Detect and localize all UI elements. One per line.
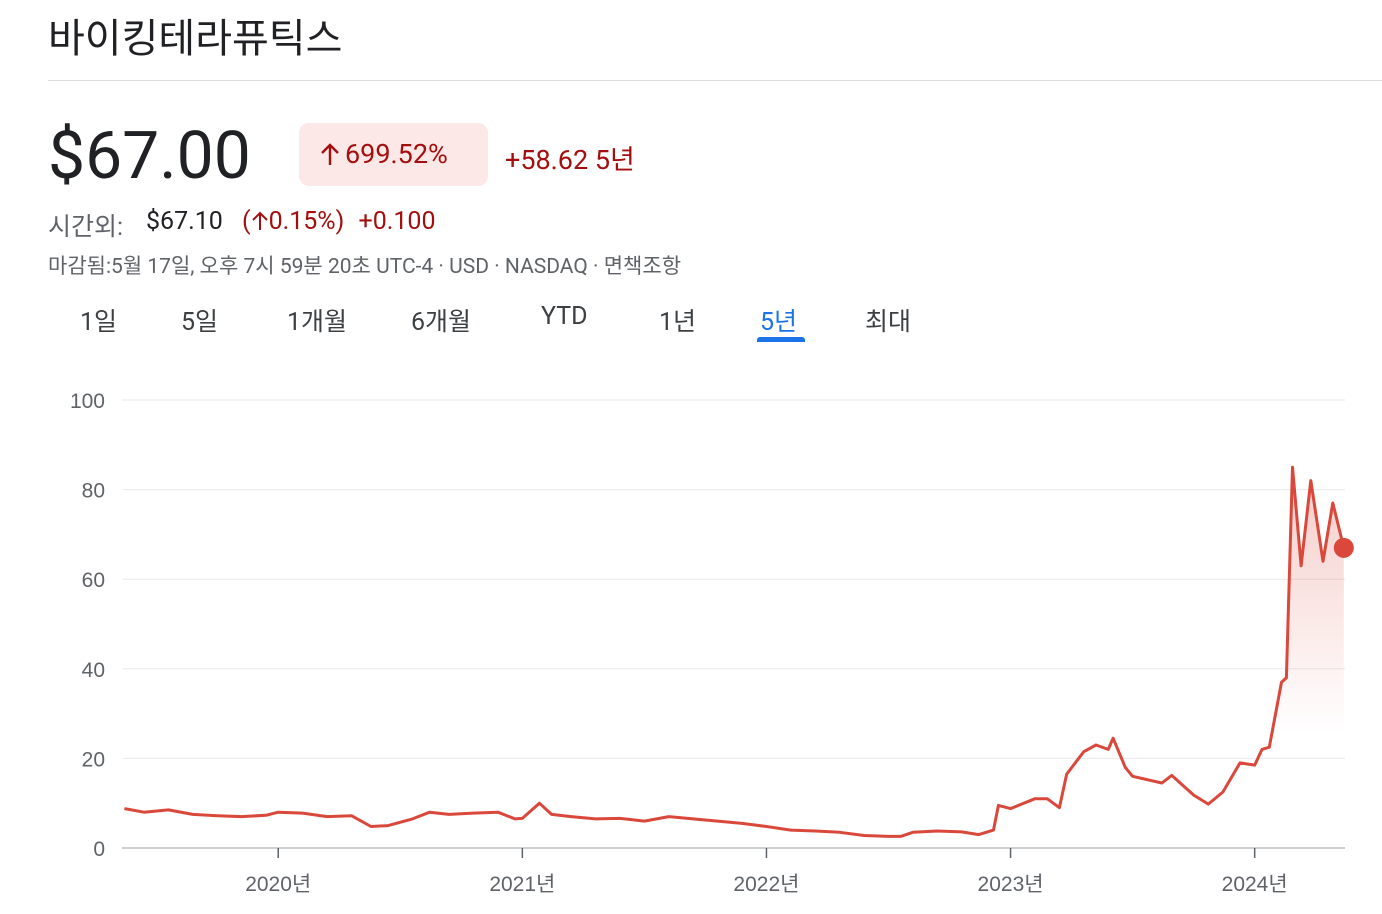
after-open: ( [242,207,251,236]
y-tick-label: 100 [70,390,105,413]
x-tick-label: 2021년 [489,873,555,896]
tab[interactable]: 1일 [80,308,118,337]
x-tick-label: 2022년 [733,873,799,896]
change-abs-value: +58.62 [505,144,589,176]
change-abs: +58.62 5년 [505,138,635,177]
tab[interactable]: 최대 [865,308,912,337]
up-arrow-small [251,211,268,230]
price-line [124,465,1346,838]
tab[interactable]: YTD [541,302,588,331]
divider [48,80,1382,81]
tab[interactable]: 5년 [760,308,798,337]
x-tick-label: 2023년 [978,873,1044,896]
meta: 마감됨:5월 17일, 오후 7시 59분 20초 UTC-4 · USD · … [48,255,682,279]
period: 5년 [594,144,635,176]
after-change: (0.15%) +0.100 [242,207,436,236]
y-tick-label: 20 [82,748,105,771]
price: $67.00 [48,118,251,195]
tab[interactable]: 6개월 [411,308,472,337]
tab-underline [757,337,805,342]
area [124,467,1344,848]
change-pill: 699.52% [299,123,488,186]
after-close: ) [335,207,345,236]
y-tick-label: 60 [82,569,105,592]
change-pct: 699.52% [345,138,448,170]
after-label: 시간외: [48,213,124,242]
after-abs: +0.100 [358,207,436,236]
tab[interactable]: 5일 [181,308,219,337]
tab[interactable]: 1개월 [287,308,348,337]
last-point [1333,537,1354,558]
y-tick-label: 0 [93,838,105,861]
after-price: $67.10 [146,207,223,236]
y-tick-label: 80 [82,480,105,503]
title: 바이킹테라퓨틱스 [48,15,343,62]
after-pct: 0.15% [268,207,336,236]
y-tick-label: 40 [82,659,105,682]
up-arrow [321,143,339,165]
x-tick-label: 2024년 [1222,873,1288,896]
x-tick-label: 2020년 [245,873,311,896]
tab[interactable]: 1년 [659,308,697,337]
